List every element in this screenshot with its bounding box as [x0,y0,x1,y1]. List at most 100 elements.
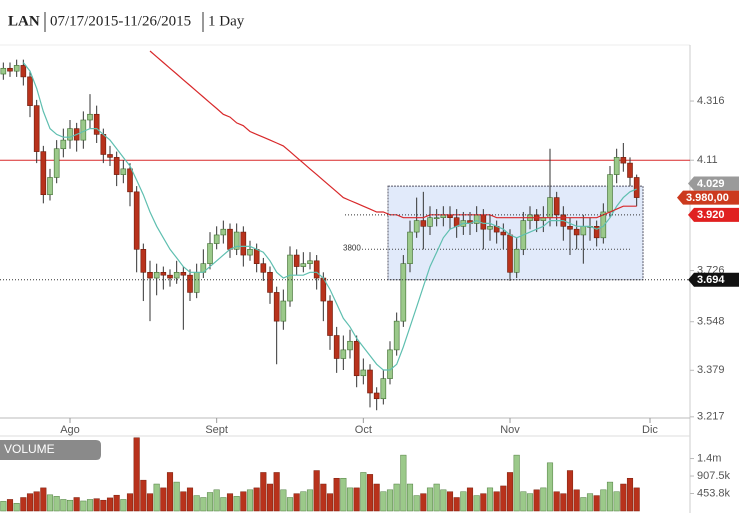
volume-bar [206,492,214,512]
volume-bar [573,489,580,512]
candle-body [327,300,333,336]
y-tick-label: 3.548 [697,316,725,328]
candle-body [227,228,233,250]
volume-bar [466,487,474,512]
volume-bar [333,477,340,512]
volume-bar [306,489,314,512]
candle-body [387,349,393,379]
candle-body [633,177,640,198]
volume-bar [180,491,187,512]
volume-bar [353,487,360,512]
candle-body [380,378,387,400]
volume-bar [533,489,540,512]
candle-body [293,254,300,267]
candle-body [80,119,87,141]
volume-bar [260,472,267,512]
volume-bar [340,477,347,512]
candle-body [153,271,160,279]
volume-bar [106,497,114,512]
volume-bar [500,485,507,512]
x-tick-label: Nov [500,424,520,436]
candle-body [240,231,247,256]
volume-tick-label: 453.8k [697,487,731,499]
candle-body [167,274,173,279]
candle-body [173,271,180,279]
candle-body [247,249,253,256]
candle-body [600,211,607,239]
candle-body [340,349,347,359]
candle-body [627,162,633,178]
volume-bar [386,489,394,512]
candle-body [367,369,373,394]
candle-body [553,197,560,216]
candle-body [120,168,127,175]
volume-bar [93,498,100,512]
candle-body [207,243,213,264]
volume-bar [246,489,254,512]
candle-body [333,335,340,359]
volume-bar [373,483,380,512]
candle-body [213,234,220,244]
candle-body [607,174,613,213]
candle-body [33,105,40,152]
candle-body [613,157,620,175]
y-tick-label: 4.11 [697,154,718,166]
candle-body [233,231,240,250]
volume-bar [380,491,387,512]
price-badge-label: 4.029 [697,178,725,190]
volume-bar [540,487,547,512]
volume-bar [40,487,47,512]
volume-bar [193,495,200,512]
volume-bar [506,472,514,512]
volume-bar [140,479,147,512]
volume-bar [620,483,627,512]
volume-bar [13,503,20,512]
volume-bar [133,437,140,512]
date-range: 07/17/2015-11/26/2015 [50,13,191,29]
candle-body [307,260,313,264]
volume-bar [406,483,414,512]
price-badge [677,190,739,205]
volume-bar [120,499,127,512]
candle-body [133,191,140,250]
candle-body [400,263,407,322]
volume-bar [60,499,67,512]
candle-body [13,65,20,72]
volume-bar [86,499,94,512]
candle-body [193,271,200,293]
candle-body [413,220,420,233]
volume-badge [0,440,101,460]
candle-body [60,139,67,150]
candle-body [0,67,7,75]
volume-bar [313,470,320,512]
volume-bar [480,493,487,512]
volume-bar [360,472,367,512]
volume-bar [393,483,400,512]
candle-body [347,340,353,351]
volume-bar [553,491,560,512]
volume-tick-label: 1.4m [697,452,721,464]
volume-bar [53,496,60,512]
x-tick-label: Sept [205,424,228,436]
candle-body [100,134,107,155]
candle-body [267,271,273,293]
candle-body [47,177,53,196]
volume-bar [526,493,534,512]
price-badge [688,207,739,222]
candle-body [360,369,367,377]
volume-bar [46,494,54,512]
candle-body [40,151,47,196]
volume-bar [453,497,460,512]
volume-bar [560,493,567,512]
candle-body [280,300,287,322]
volume-bar [253,487,260,512]
volume-bar [146,493,154,512]
volume-bar [566,470,574,512]
volume-bar [20,497,27,512]
volume-bar [100,499,107,512]
candle-body [420,220,427,227]
candle-body [87,113,93,121]
candle-body [273,292,280,322]
candle-body [487,226,493,230]
